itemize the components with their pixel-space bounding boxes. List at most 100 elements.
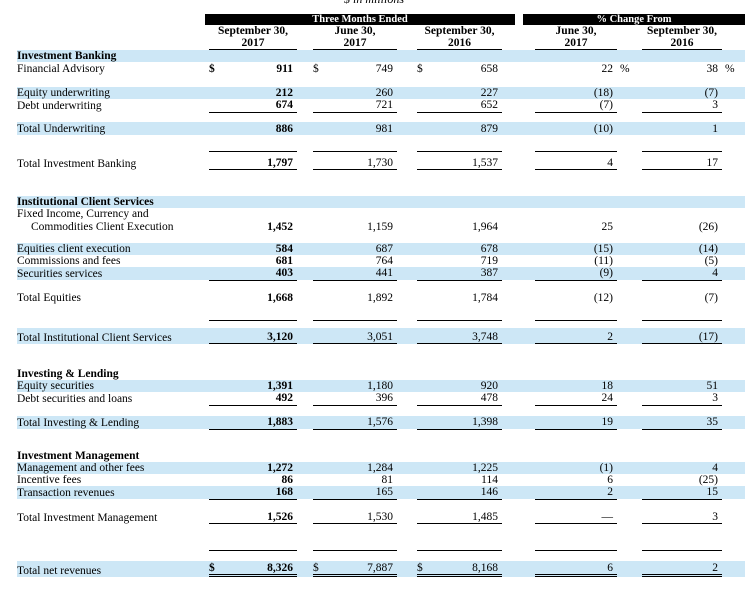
percent-sign: % — [725, 62, 735, 75]
spacer-row — [17, 524, 745, 548]
cell-sep30-2016: 227 — [480, 87, 498, 99]
section-header-row: Investment Banking — [17, 50, 745, 62]
spacer-row — [17, 304, 745, 318]
cell-pct-change-jun30-2017 — [502, 450, 617, 463]
row-label: Equity underwriting — [17, 87, 110, 99]
cell-pct-change-sep30-2016 — [617, 196, 722, 209]
cell-sep30-2016: 3,748 — [397, 328, 502, 344]
cell-pct-change-jun30-2017: (18) — [593, 87, 613, 99]
cell-sep30-2017 — [205, 450, 297, 463]
cell-sep30-2017: 1,526 — [205, 510, 297, 524]
row-label: Fixed Income, Currency and Commodities C… — [17, 208, 174, 233]
cell-jun30-2017: 721 — [297, 99, 397, 113]
row-label: Total Investment Management — [17, 511, 158, 524]
spacer-row — [17, 429, 745, 450]
dollar-sign: $ — [313, 62, 319, 75]
cell-jun30-2017: 396 — [297, 392, 397, 406]
row-label: Institutional Client Services — [17, 196, 154, 208]
cell-pct-change-sep30-2016: (7) — [704, 87, 718, 99]
cell-pct-change-sep30-2016: (5) — [704, 255, 718, 267]
cell-pct-change-sep30-2016: (14) — [698, 243, 718, 255]
cell-sep30-2017: 1,797 — [205, 155, 297, 170]
cell-pct-change-sep30-2016: 2 — [617, 561, 722, 577]
table-row: Debt underwriting 674 721 652 (7) 3 — [17, 99, 745, 113]
cell-pct-change-jun30-2017: (12) — [593, 291, 613, 304]
header-bands: Three Months Ended % Change From — [17, 14, 745, 25]
cell-pct-change-sep30-2016: (7) — [704, 291, 718, 304]
cell-sep30-2016: 478 — [397, 392, 502, 406]
row-label: Equity securities — [17, 380, 94, 392]
cell-sep30-2017: 584 — [275, 243, 293, 255]
spacer-row — [17, 499, 745, 510]
cell-pct-change-jun30-2017 — [502, 196, 617, 209]
cell-jun30-2017: 165 — [297, 486, 397, 500]
row-label — [17, 318, 205, 321]
cell-sep30-2017: 886 — [275, 122, 293, 135]
spacer-row — [17, 405, 745, 416]
cell-sep30-2017 — [205, 318, 297, 321]
cell-pct-change-jun30-2017: (10) — [593, 122, 613, 135]
col-header-jun30-2017: June 30, 2017 — [297, 25, 397, 50]
column-header-row: September 30, 2017 June 30, 2017 September… — [17, 25, 745, 50]
cell-jun30-2017 — [297, 196, 397, 209]
cell-pct-change-jun30-2017: (11) — [594, 255, 613, 267]
table-caption: $ in millions — [0, 0, 748, 5]
cell-sep30-2016: 1,784 — [472, 291, 498, 304]
cell-jun30-2017: 1,530 — [297, 510, 397, 524]
cell-pct-change-jun30-2017: 2 — [502, 328, 617, 344]
spacer-row — [17, 170, 745, 196]
spacer-row — [17, 232, 745, 243]
table-row: Fixed Income, Currency and Commodities C… — [17, 208, 745, 233]
row-label: Transaction revenues — [17, 487, 115, 499]
rule-row — [17, 149, 745, 152]
cell-sep30-2017 — [205, 50, 297, 63]
cell-sep30-2017 — [205, 196, 297, 209]
cell-sep30-2016 — [397, 318, 502, 321]
table-row: Total Institutional Client Services 3,12… — [17, 328, 745, 344]
cell-jun30-2017: 687 — [375, 243, 393, 255]
row-label: Management and other fees — [17, 462, 145, 474]
row-label: Incentive fees — [17, 474, 82, 486]
cell-sep30-2016: 879 — [480, 122, 498, 135]
cell-jun30-2017: 1,730 — [297, 155, 397, 170]
cell-pct-change-sep30-2016: 4 — [617, 267, 722, 281]
cell-pct-change-sep30-2016: (25) — [698, 474, 718, 486]
rule-row — [17, 318, 745, 321]
cell-sep30-2016: 1,964 — [472, 220, 498, 233]
cell-jun30-2017 — [297, 149, 397, 152]
cell-pct-change-sep30-2016 — [617, 450, 722, 463]
cell-pct-change-sep30-2016 — [617, 318, 722, 321]
cell-sep30-2017: $8,326 — [205, 561, 297, 577]
cell-sep30-2017: 674 — [205, 99, 297, 113]
cell-sep30-2017: 681 — [275, 255, 293, 267]
cell-sep30-2016 — [397, 50, 502, 63]
cell-jun30-2017 — [297, 318, 397, 321]
cell-sep30-2017: 1,452 — [267, 220, 293, 233]
cell-pct-change-jun30-2017 — [502, 548, 617, 551]
section-header-row: Institutional Client Services — [17, 196, 745, 208]
cell-sep30-2016 — [397, 149, 502, 152]
dollar-sign: $ — [209, 561, 215, 574]
cell-pct-change-sep30-2016: (26) — [698, 220, 718, 233]
cell-jun30-2017: 981 — [375, 122, 393, 135]
cell-sep30-2017: 1,272 — [267, 462, 293, 474]
cell-sep30-2016: $658 — [417, 62, 498, 75]
row-label: Total Equities — [17, 291, 82, 304]
table-row: Total Investing & Lending 1,883 1,576 1,… — [17, 416, 745, 430]
col-header-pct-jun30-2017: June 30, 2017 — [502, 25, 617, 50]
cell-sep30-2017 — [205, 149, 297, 152]
table-body: Investment Banking Financial Advisory $9… — [17, 50, 745, 577]
cell-sep30-2017 — [205, 548, 297, 551]
cell-pct-change-jun30-2017: (15) — [593, 243, 613, 255]
row-label: Investment Management — [17, 450, 140, 462]
spacer-row — [17, 344, 745, 368]
table-row: Total net revenues $8,326 $7,887 $8,168 … — [17, 561, 745, 577]
cell-jun30-2017 — [297, 450, 397, 463]
cell-sep30-2016: 146 — [397, 486, 502, 500]
row-label: Debt securities and loans — [17, 393, 133, 405]
section-header-row: Investment Management — [17, 450, 745, 462]
segment-net-revenues-table: Three Months Ended % Change From Septemb… — [17, 14, 745, 577]
cell-pct-change-sep30-2016: 35 — [617, 416, 722, 430]
row-label — [17, 149, 205, 152]
